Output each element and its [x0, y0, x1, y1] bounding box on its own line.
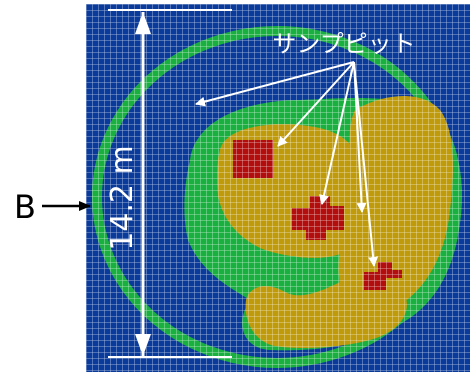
- side-marker-b: B: [14, 188, 91, 226]
- sump-pit-label: サンプピット: [272, 30, 415, 58]
- pointer-to-lower-hotspot: [353, 61, 379, 267]
- grid-overlay: [86, 4, 470, 372]
- pointer-to-lower-hotspot-alt: [353, 61, 367, 213]
- dimension-label: 14.2 m: [105, 145, 140, 251]
- dimension-arrowhead-top: [135, 12, 151, 34]
- pointer-to-middle-hotspot: [319, 61, 355, 205]
- sump-pit-pointers: サンプピット: [195, 30, 416, 267]
- dimension-arrowhead-bottom: [135, 334, 151, 356]
- pointer-to-outer-ring: [195, 61, 355, 107]
- contour-map: [86, 4, 470, 372]
- pointer-to-upper-hotspot: [277, 61, 355, 147]
- dimension-annotation: 14.2 m: [105, 9, 232, 358]
- side-marker-label: B: [14, 188, 36, 226]
